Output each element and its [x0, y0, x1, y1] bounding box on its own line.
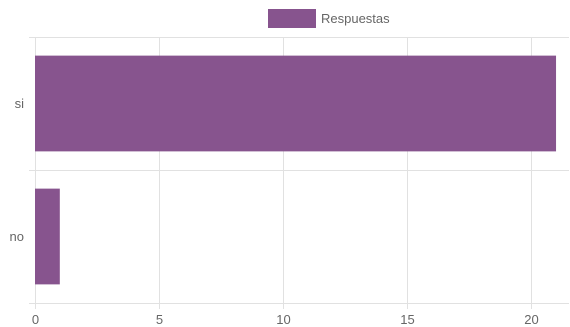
legend[interactable]: Respuestas [268, 9, 390, 28]
x-tick-label: 20 [524, 312, 538, 327]
y-category-label: no [10, 229, 24, 244]
bar-si [35, 55, 557, 152]
legend-label-respuestas: Respuestas [321, 11, 390, 26]
x-tick-label: 0 [32, 312, 39, 327]
y-category-label: si [15, 96, 25, 111]
legend-swatch [268, 9, 316, 28]
x-tick-label: 15 [400, 312, 414, 327]
x-tick-label: 5 [156, 312, 163, 327]
bar-no [35, 188, 60, 285]
x-tick-label: 10 [276, 312, 290, 327]
